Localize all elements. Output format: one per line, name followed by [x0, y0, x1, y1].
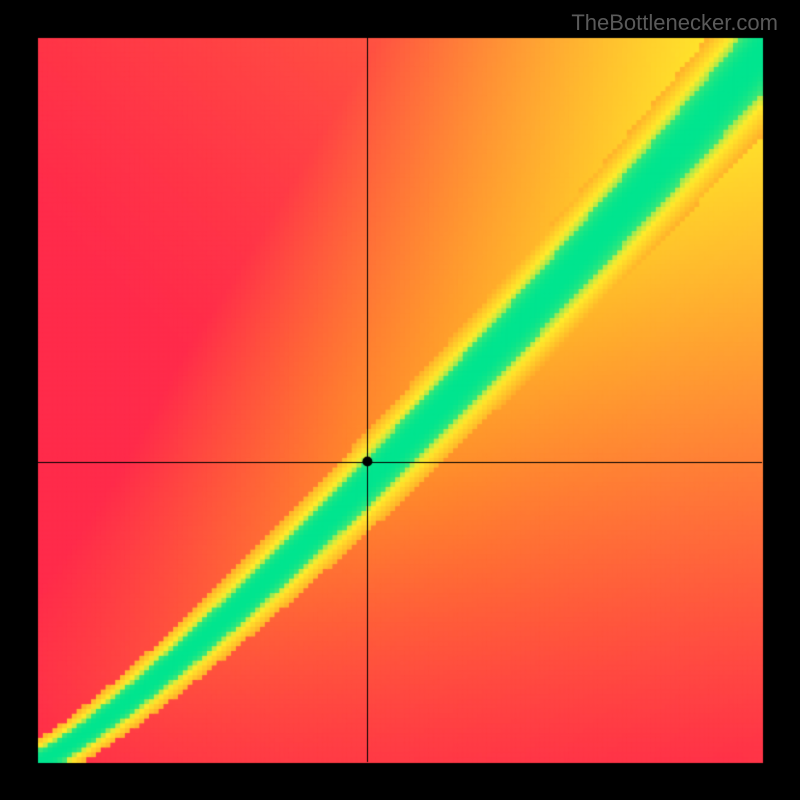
bottleneck-heatmap [0, 0, 800, 800]
watermark-text: TheBottlenecker.com [571, 10, 778, 36]
chart-container: TheBottlenecker.com [0, 0, 800, 800]
